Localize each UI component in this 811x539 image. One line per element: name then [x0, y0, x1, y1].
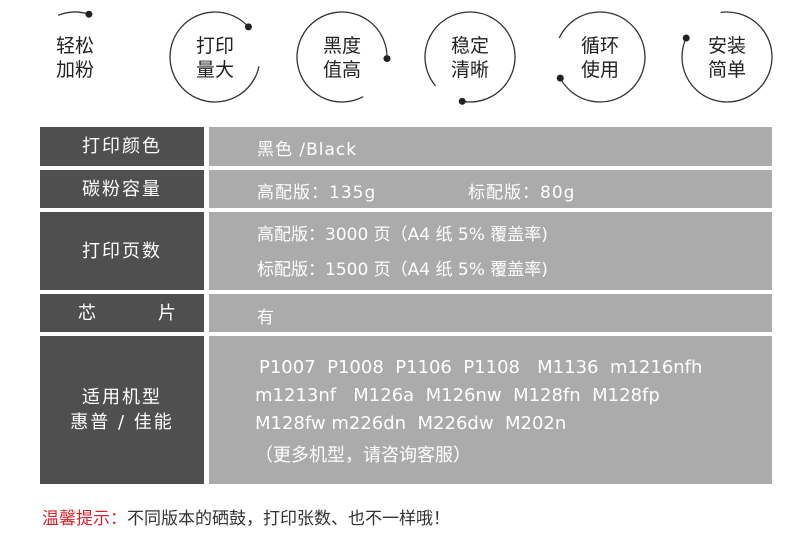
models-line: P1007 P1008 P1106 P1108 M1136 m1216nfh: [259, 357, 703, 378]
value-models: P1007 P1008 P1106 P1108 M1136 m1216nfh m…: [209, 336, 772, 484]
models-line: M128fw m226dn M226dw M202n: [255, 413, 567, 434]
value-chip: 有: [209, 294, 772, 332]
feature-text: 黑度: [322, 35, 361, 57]
arc-dot: [458, 97, 466, 105]
feature-text: 使用: [580, 59, 619, 81]
circle-arc-icon: [57, 10, 93, 18]
warm-tip: 温馨提示：不同版本的硒鼓，打印张数、也不一样哦！: [42, 504, 450, 529]
arc: [296, 11, 388, 103]
feature-badge: 轻松 加粉: [27, 10, 123, 106]
models-more-note: （更多机型，请咨询客服）: [255, 445, 471, 466]
circle-arc-icon: [681, 11, 773, 103]
arc: [558, 11, 646, 103]
pages-high: 高配版：3000 页（A4 纸 5% 覆盖率): [257, 225, 548, 245]
chip-label-left: 芯: [78, 302, 98, 324]
feature-badge: 安装 简单: [679, 10, 775, 106]
value-print-color: 黑色 /Black: [209, 127, 772, 166]
chip-value: 有: [257, 308, 274, 328]
label-print-color: 打印颜色: [40, 127, 204, 166]
value-capacity: 高配版：135g 标配版：80g: [209, 170, 772, 208]
feature-text: 打印: [195, 35, 234, 57]
feature-text: 简单: [707, 59, 746, 81]
feature-text: 清晰: [450, 59, 489, 81]
feature-badge: 稳定 清晰: [422, 10, 518, 106]
models-label: 适用机型: [82, 387, 162, 408]
arc: [169, 11, 260, 103]
feature-text: 加粉: [55, 59, 94, 81]
feature-text: 值高: [322, 59, 361, 81]
arc: [424, 11, 516, 103]
label-capacity: 碳粉容量: [40, 170, 204, 208]
models-brand-label: 惠普 / 佳能: [70, 412, 174, 433]
label-chip: 芯 片: [40, 294, 204, 332]
circle-arc-icon: [556, 11, 646, 103]
feature-text: 量大: [195, 59, 234, 81]
label-models: 适用机型 惠普 / 佳能: [40, 336, 204, 484]
tip-text: 不同版本的硒鼓，打印张数、也不一样哦！: [127, 509, 450, 529]
circle-arc-icon: [169, 11, 260, 103]
circle-arc-icon: [296, 11, 391, 103]
arc: [57, 11, 90, 16]
feature-text: 循环: [580, 35, 619, 57]
feature-text: 稳定: [450, 35, 489, 57]
circle-arc-icon: [424, 11, 516, 105]
tip-prefix: 温馨提示：: [42, 509, 127, 529]
arc-dot: [244, 23, 252, 31]
feature-badge: 黑度 值高: [294, 10, 391, 106]
arc-dot: [682, 34, 690, 42]
pages-standard: 标配版：1500 页（A4 纸 5% 覆盖率): [257, 260, 548, 280]
arc-dot: [383, 55, 391, 63]
arc-dot: [85, 10, 93, 18]
print-color-text: 黑色 /Black: [257, 140, 358, 160]
capacity-high: 高配版：135g: [257, 183, 377, 203]
feature-text: 轻松: [55, 35, 94, 57]
label-pages: 打印页数: [40, 212, 204, 290]
feature-badge: 打印 量大: [167, 10, 263, 106]
value-pages: 高配版：3000 页（A4 纸 5% 覆盖率) 标配版：1500 页（A4 纸 …: [209, 212, 772, 290]
arc: [681, 11, 773, 103]
capacity-standard: 标配版：80g: [468, 183, 576, 203]
feature-text: 安装: [707, 35, 746, 57]
chip-label-right: 片: [158, 302, 178, 324]
arc-dot: [556, 74, 564, 82]
models-line: m1213nf M126a M126nw M128fn M128fp: [255, 385, 660, 406]
feature-badge: 循环 使用: [552, 10, 648, 106]
